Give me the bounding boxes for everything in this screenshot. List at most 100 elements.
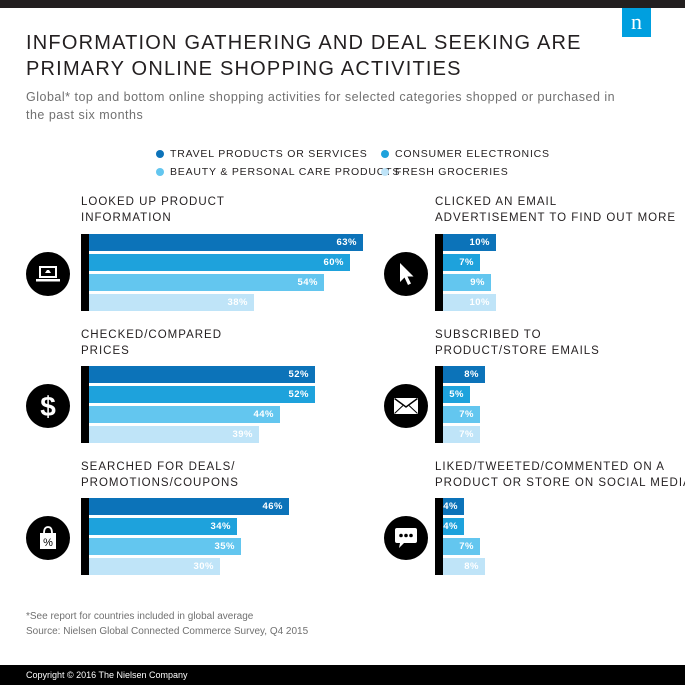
panel-label-compare-prices: CHECKED/COMPARED PRICES	[81, 327, 222, 359]
legend-label: TRAVEL PRODUCTS OR SERVICES	[170, 148, 368, 160]
legend-item-beauty: BEAUTY & PERSONAL CARE PRODUCTS	[156, 166, 400, 178]
bar-value-label: 44%	[253, 409, 274, 420]
legend-item-travel: TRAVEL PRODUCTS OR SERVICES	[156, 148, 368, 160]
source-line: Source: Nielsen Global Connected Commerc…	[26, 626, 309, 637]
bar-value-label: 5%	[449, 389, 464, 400]
bar: 7%	[443, 254, 480, 271]
bar: 10%	[443, 234, 496, 251]
legend-swatch	[156, 150, 164, 158]
panel-axis	[435, 234, 443, 311]
panel-label-line: PRICES	[81, 345, 130, 357]
panel-label-line: SEARCHED FOR DEALS/	[81, 461, 236, 473]
copyright-text: Copyright © 2016 The Nielsen Company	[26, 670, 188, 680]
bar: 60%	[89, 254, 350, 271]
bar: 63%	[89, 234, 363, 251]
subtitle: Global* top and bottom online shopping a…	[26, 90, 616, 122]
legend-item-electronics: CONSUMER ELECTRONICS	[381, 148, 550, 160]
envelope-icon	[384, 384, 428, 428]
bar: 44%	[89, 406, 280, 423]
svg-text:$: $	[40, 391, 56, 421]
footnote-line: *See report for countries included in gl…	[26, 611, 254, 622]
bar-value-label: 10%	[469, 297, 490, 308]
page-title: INFORMATION GATHERING AND DEAL SEEKING A…	[26, 30, 626, 82]
logo-letter: n	[631, 9, 642, 34]
bar-value-label: 7%	[459, 257, 474, 268]
bar: 39%	[89, 426, 259, 443]
bar-value-label: 7%	[459, 429, 474, 440]
panel-label-line: PRODUCT/STORE EMAILS	[435, 345, 600, 357]
bar: 7%	[443, 538, 480, 555]
legend-swatch	[381, 150, 389, 158]
bar: 8%	[443, 558, 485, 575]
panel-axis	[81, 234, 89, 311]
panel-label-subscribed: SUBSCRIBED TO PRODUCT/STORE EMAILS	[435, 327, 600, 359]
bar: 9%	[443, 274, 491, 291]
panel-label-line: INFORMATION	[81, 212, 172, 224]
bar-value-label: 8%	[464, 561, 479, 572]
panel-label-line: ADVERTISEMENT TO FIND OUT MORE	[435, 212, 677, 224]
panel-label-line: PRODUCT OR STORE ON SOCIAL MEDIA	[435, 477, 685, 489]
title-line: INFORMATION GATHERING AND DEAL SEEKING A…	[26, 32, 582, 54]
bar: 52%	[89, 366, 315, 383]
bar-value-label: 46%	[262, 501, 283, 512]
panel-axis	[81, 498, 89, 575]
bar: 4%	[443, 518, 464, 535]
bar-value-label: 39%	[232, 429, 253, 440]
dollar-icon: $	[26, 384, 70, 428]
bar-value-label: 54%	[297, 277, 318, 288]
footnote: *See report for countries included in gl…	[26, 609, 308, 639]
bar-value-label: 10%	[469, 237, 490, 248]
bar: 10%	[443, 294, 496, 311]
panel-label-line: CHECKED/COMPARED	[81, 329, 223, 341]
bar-value-label: 63%	[336, 237, 357, 248]
bar: 5%	[443, 386, 470, 403]
panel-label-product-info: LOOKED UP PRODUCT INFORMATION	[81, 194, 225, 226]
panel-label-email-ad: CLICKED AN EMAIL ADVERTISEMENT TO FIND O…	[435, 194, 676, 226]
panel-label-line: LOOKED UP PRODUCT	[81, 196, 225, 208]
panel-label-deals: SEARCHED FOR DEALS/ PROMOTIONS/COUPONS	[81, 459, 239, 491]
legend-swatch	[156, 168, 164, 176]
panel-axis	[435, 366, 443, 443]
panel-label-social: LIKED/TWEETED/COMMENTED ON A PRODUCT OR …	[435, 459, 685, 491]
panel-axis	[435, 498, 443, 575]
legend-swatch	[381, 168, 389, 176]
shopping-bag-percent-icon: %	[26, 516, 70, 560]
legend-item-groceries: FRESH GROCERIES	[381, 166, 509, 178]
bar-value-label: 9%	[470, 277, 485, 288]
legend-label: BEAUTY & PERSONAL CARE PRODUCTS	[170, 166, 401, 178]
bar-value-label: 8%	[464, 369, 479, 380]
panel-label-line: PROMOTIONS/COUPONS	[81, 477, 239, 489]
bar-value-label: 30%	[193, 561, 214, 572]
bar: 34%	[89, 518, 237, 535]
bar-value-label: 52%	[288, 369, 309, 380]
panel-label-line: SUBSCRIBED TO	[435, 329, 542, 341]
bar-value-label: 4%	[443, 501, 458, 512]
legend-label: FRESH GROCERIES	[395, 166, 509, 178]
bar-value-label: 7%	[459, 541, 474, 552]
cursor-icon	[384, 252, 428, 296]
bar: 30%	[89, 558, 220, 575]
bar: 54%	[89, 274, 324, 291]
footer-bar: Copyright © 2016 The Nielsen Company	[0, 665, 685, 685]
nielsen-logo: n	[622, 8, 651, 37]
bar-value-label: 60%	[323, 257, 344, 268]
legend-label: CONSUMER ELECTRONICS	[395, 148, 550, 160]
svg-text:%: %	[43, 537, 53, 549]
bar: 38%	[89, 294, 254, 311]
bar: 8%	[443, 366, 485, 383]
bar-value-label: 7%	[459, 409, 474, 420]
bar: 4%	[443, 498, 464, 515]
bar: 35%	[89, 538, 241, 555]
panel-label-line: LIKED/TWEETED/COMMENTED ON A	[435, 461, 665, 473]
bar-value-label: 34%	[210, 521, 231, 532]
panel-label-line: CLICKED AN EMAIL	[435, 196, 558, 208]
bar: 46%	[89, 498, 289, 515]
bar-value-label: 35%	[214, 541, 235, 552]
chat-bubble-icon	[384, 516, 428, 560]
title-line: PRIMARY ONLINE SHOPPING ACTIVITIES	[26, 58, 462, 80]
bar: 7%	[443, 406, 480, 423]
bar-value-label: 38%	[227, 297, 248, 308]
bar: 7%	[443, 426, 480, 443]
laptop-icon	[26, 252, 70, 296]
nielsen-logo-mark: n	[631, 9, 642, 34]
